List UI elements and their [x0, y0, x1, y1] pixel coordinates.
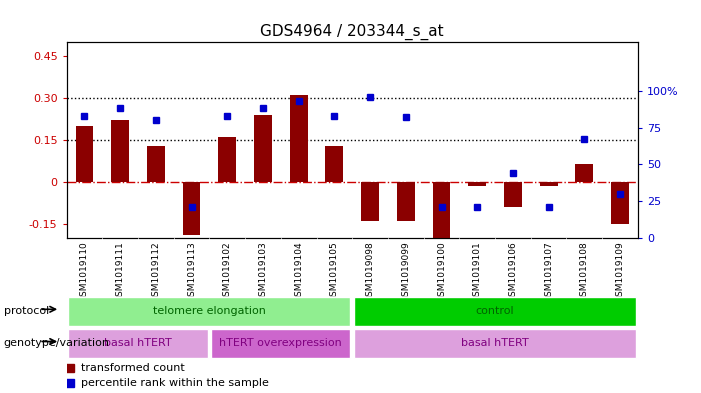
- Title: GDS4964 / 203344_s_at: GDS4964 / 203344_s_at: [261, 24, 444, 40]
- Text: GSM1019106: GSM1019106: [508, 241, 517, 302]
- Bar: [576, 164, 593, 182]
- Text: GSM1019105: GSM1019105: [330, 241, 339, 302]
- Text: GSM1019107: GSM1019107: [544, 241, 553, 302]
- Text: GSM1019100: GSM1019100: [437, 241, 446, 302]
- Text: GSM1019110: GSM1019110: [80, 241, 89, 302]
- Text: telomere elongation: telomere elongation: [153, 306, 266, 316]
- Text: basal hTERT: basal hTERT: [104, 338, 172, 349]
- Text: GSM1019111: GSM1019111: [116, 241, 125, 302]
- Bar: [325, 145, 343, 182]
- Bar: [468, 182, 486, 186]
- Text: GSM1019098: GSM1019098: [366, 241, 374, 302]
- FancyBboxPatch shape: [69, 297, 350, 326]
- Text: GSM1019113: GSM1019113: [187, 241, 196, 302]
- Text: basal hTERT: basal hTERT: [461, 338, 529, 349]
- Text: percentile rank within the sample: percentile rank within the sample: [81, 378, 268, 387]
- Bar: [611, 182, 629, 224]
- Bar: [504, 182, 522, 207]
- Text: GSM1019108: GSM1019108: [580, 241, 589, 302]
- FancyBboxPatch shape: [354, 297, 636, 326]
- Text: GSM1019112: GSM1019112: [151, 241, 161, 302]
- Bar: [433, 182, 451, 238]
- Text: GSM1019104: GSM1019104: [294, 241, 304, 302]
- Bar: [76, 126, 93, 182]
- Bar: [183, 182, 200, 235]
- Text: hTERT overexpression: hTERT overexpression: [219, 338, 342, 349]
- FancyBboxPatch shape: [211, 329, 350, 358]
- FancyBboxPatch shape: [354, 329, 636, 358]
- Text: protocol: protocol: [4, 306, 49, 316]
- Text: genotype/variation: genotype/variation: [4, 338, 109, 349]
- Text: GSM1019103: GSM1019103: [259, 241, 268, 302]
- Bar: [361, 182, 379, 221]
- Text: GSM1019109: GSM1019109: [615, 241, 625, 302]
- Text: GSM1019102: GSM1019102: [223, 241, 232, 302]
- Bar: [397, 182, 415, 221]
- FancyBboxPatch shape: [69, 329, 207, 358]
- Text: GSM1019099: GSM1019099: [401, 241, 410, 302]
- Text: control: control: [476, 306, 515, 316]
- Bar: [111, 120, 129, 182]
- Bar: [147, 145, 165, 182]
- Bar: [254, 115, 272, 182]
- Bar: [290, 95, 308, 182]
- Bar: [218, 137, 236, 182]
- Bar: [540, 182, 557, 186]
- Text: GSM1019101: GSM1019101: [472, 241, 482, 302]
- Text: transformed count: transformed count: [81, 363, 184, 373]
